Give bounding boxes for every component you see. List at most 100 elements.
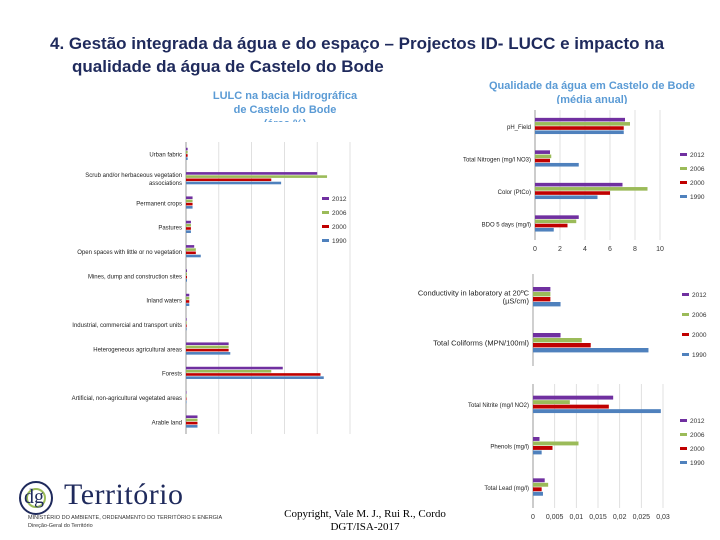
bar-2000 <box>186 324 187 328</box>
bar-2012 <box>186 318 187 321</box>
bar-1990 <box>533 302 561 307</box>
bar-2012 <box>535 150 550 154</box>
category-label: Mines, dump and construction sites <box>88 274 182 280</box>
bar-2012 <box>186 220 191 224</box>
bar-2000 <box>535 158 550 163</box>
bar-1990 <box>186 230 191 233</box>
water-quality-chart-1: 0 2 4 6 8 10 pH_Field Total Nitrogen (mg/l NO3)… <box>463 110 705 253</box>
wq3-chart-panel: 0 0,005 0,01 0,015 0,02 0,025 0,03 Total Nitrit… <box>390 380 715 526</box>
bar-2012 <box>186 293 190 297</box>
bar-2012 <box>186 196 193 200</box>
bar-2012 <box>186 269 187 273</box>
x-tick-label: 0,005 <box>546 514 564 521</box>
legend-swatch-2012 <box>680 419 687 422</box>
bar-2000 <box>186 154 188 157</box>
bar-2012 <box>186 366 283 370</box>
water-quality-chart-3: 0 0,005 0,01 0,015 0,02 0,025 0,03 Total Nitrit… <box>468 384 705 521</box>
bar-2012 <box>186 391 187 394</box>
lulc-chart: Urban fabric Scrub and/or herbaceous vege… <box>72 142 351 434</box>
wq1-chart-panel: 0 2 4 6 8 10 pH_Field Total Nitrogen (mg/l NO3)… <box>390 104 715 266</box>
bar-2006 <box>186 321 187 324</box>
category-label: Permanent crops <box>136 201 182 207</box>
bar-2000 <box>533 297 551 302</box>
category-label: BDO 5 days (mg/l) <box>482 222 531 228</box>
bar-2006 <box>533 400 570 405</box>
category-label: associations <box>149 181 182 187</box>
copyright-line: Copyright, Vale M. J., Rui R., Cordo <box>284 508 446 520</box>
x-tick-label: 4 <box>583 246 587 253</box>
category-label: Total Nitrogen (mg/l NO3) <box>463 157 531 163</box>
category-label: Arable land <box>152 420 182 426</box>
legend-swatch-1990 <box>680 195 687 198</box>
bar-2012 <box>186 415 198 419</box>
water-caption: Qualidade da água em Castelo de Bode (mé… <box>472 79 712 107</box>
legend-swatch-1990 <box>680 461 687 464</box>
bar-2000 <box>186 275 187 279</box>
bar-1990 <box>533 450 542 455</box>
logo-wordmark: Território <box>64 478 184 511</box>
category-label: Forests <box>162 372 182 378</box>
bar-2012 <box>533 333 561 338</box>
bar-1990 <box>186 376 324 379</box>
bar-1990 <box>533 491 543 496</box>
legend-label-1990: 1990 <box>692 352 707 359</box>
category-label: Inland waters <box>146 299 182 305</box>
category-label: Phenols (mg/l) <box>490 445 529 451</box>
x-tick-label: 0,015 <box>589 514 607 521</box>
legend-label-2012: 2012 <box>332 196 347 203</box>
category-label: Heterogeneous agricultural areas <box>93 347 182 353</box>
bar-1990 <box>186 425 198 428</box>
bar-2000 <box>186 300 190 303</box>
bar-2012 <box>186 147 188 151</box>
category-label: Total Nitrite (mg/l NO2) <box>468 403 529 409</box>
bar-2006 <box>533 441 579 446</box>
bar-2000 <box>186 348 229 352</box>
x-tick-label: 10 <box>656 246 664 253</box>
bar-1990 <box>535 130 624 135</box>
bar-2012 <box>186 245 195 248</box>
slide-title: 4. Gestão integrada da água e do espaço … <box>50 32 690 78</box>
category-label: pH_Field <box>507 125 531 131</box>
x-tick-label: 0,02 <box>613 514 627 521</box>
category-label: Conductivity in laboratory at 20ºC <box>418 289 530 298</box>
bar-2000 <box>533 404 609 409</box>
wq2-chart-panel: Conductivity in laboratory at 20ºC (µS/cm… <box>390 272 715 372</box>
bar-1990 <box>186 400 187 404</box>
bar-1990 <box>533 409 661 414</box>
legend-swatch-2000 <box>322 225 329 228</box>
bar-2000 <box>535 191 610 195</box>
legend-swatch-2000 <box>680 181 687 184</box>
bar-2006 <box>186 345 229 349</box>
bar-1990 <box>186 327 187 331</box>
bar-1990 <box>186 206 193 209</box>
bar-2006 <box>533 482 549 487</box>
legend-swatch-2012 <box>322 197 329 200</box>
bar-2006 <box>535 122 630 126</box>
legend-swatch-2000 <box>680 447 687 450</box>
bar-2012 <box>535 117 625 122</box>
bar-2006 <box>186 223 191 227</box>
water-caption-line: Qualidade da água em Castelo de Bode <box>489 80 695 92</box>
x-tick-label: 0,03 <box>656 514 670 521</box>
bar-1990 <box>186 279 187 282</box>
bar-2000 <box>186 227 191 230</box>
bar-2000 <box>186 178 272 182</box>
logo-prefix: dg <box>24 486 44 508</box>
bar-2000 <box>186 202 193 206</box>
title-line-2: qualidade da água de Castelo do Bode <box>72 57 384 76</box>
bar-2012 <box>533 287 551 292</box>
legend-swatch-2012 <box>680 153 687 156</box>
x-tick-label: 8 <box>633 246 637 253</box>
lulc-caption-line: LULC na bacia Hidrográfica <box>212 90 358 102</box>
bar-1990 <box>186 181 282 185</box>
bar-2000 <box>533 487 542 492</box>
x-tick-label: 2 <box>558 246 562 253</box>
bar-2000 <box>535 126 624 130</box>
lulc-chart-panel: Urban fabric Scrub and/or herbaceous vege… <box>10 122 360 458</box>
legend-swatch-2012 <box>682 293 689 296</box>
category-label: Open spaces with little or no vegetation <box>77 250 182 256</box>
bar-2000 <box>533 343 591 348</box>
legend-label-2012: 2012 <box>690 418 705 425</box>
bar-2006 <box>186 248 196 251</box>
bar-1990 <box>535 195 598 200</box>
